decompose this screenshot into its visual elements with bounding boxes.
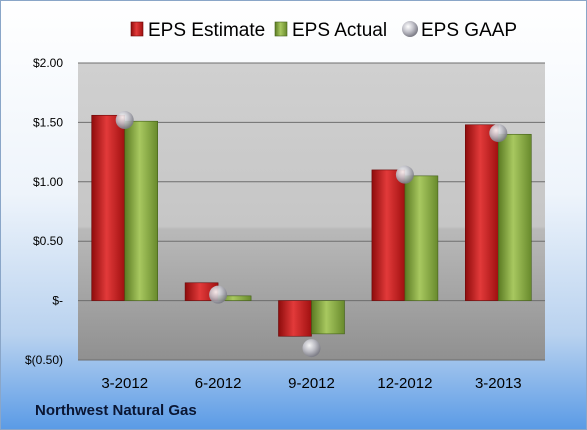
y-tick-label: $0.50: [33, 234, 63, 248]
y-tick-label: $(0.50): [25, 353, 63, 367]
legend-eps-gaap-label: EPS GAAP: [421, 20, 517, 41]
bar-eps-actual: [311, 300, 345, 335]
marker-eps-gaap: [115, 111, 134, 130]
x-tick-label: 3-2013: [475, 375, 522, 392]
y-tick-label: $-: [52, 294, 63, 308]
legend-eps-gaap-swatch: [402, 21, 418, 37]
bar-eps-actual: [404, 175, 439, 301]
company-name: Northwest Natural Gas: [35, 402, 197, 419]
x-tick-label: 6-2012: [195, 375, 242, 392]
legend-eps-estimate-label: EPS Estimate: [148, 20, 265, 41]
y-tick-label: $1.50: [33, 115, 63, 129]
legend-eps-actual-swatch: [274, 21, 288, 37]
marker-eps-gaap: [489, 124, 508, 143]
bar-eps-estimate: [91, 114, 125, 301]
bar-eps-estimate: [464, 124, 499, 301]
legend-eps-estimate-swatch: [130, 21, 144, 37]
bar-eps-estimate: [371, 169, 406, 301]
y-tick-label: $2.00: [33, 56, 63, 70]
marker-eps-gaap: [302, 339, 321, 358]
bar-eps-actual: [124, 120, 158, 301]
legend-eps-actual-label: EPS Actual: [292, 20, 387, 41]
marker-eps-gaap: [395, 165, 414, 184]
marker-eps-gaap: [209, 285, 228, 304]
x-tick-label: 3-2012: [101, 375, 148, 392]
bar-eps-actual: [497, 133, 532, 301]
x-tick-label: 9-2012: [288, 375, 335, 392]
x-tick-label: 12-2012: [377, 375, 432, 392]
bar-eps-estimate: [278, 300, 312, 337]
y-tick-label: $1.00: [33, 175, 63, 189]
